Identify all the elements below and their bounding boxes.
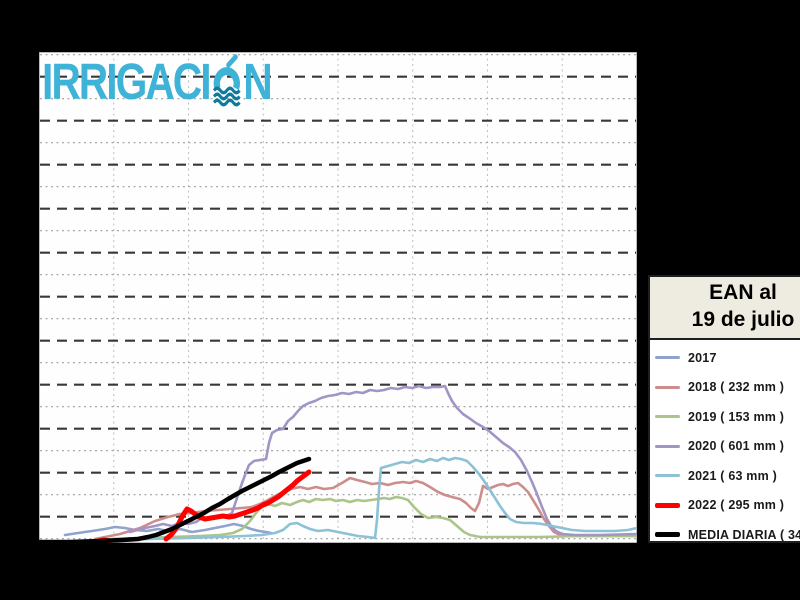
logo-o-acute-waves-icon [212, 54, 241, 107]
series-line-2019 [108, 495, 637, 541]
legend-swatch-line [655, 385, 680, 389]
logo-accent [225, 54, 238, 68]
legend-items: 2017 2018 ( 232 mm ) 2019 ( 153 mm ) 2020 (… [650, 340, 800, 550]
legend-swatch-line [655, 356, 680, 359]
legend-swatch-line [655, 444, 680, 448]
legend-swatch-line [655, 415, 680, 418]
legend-item-label: 2018 ( 232 mm ) [688, 380, 785, 394]
legend-item-label: MEDIA DIARIA ( 345 [688, 527, 800, 542]
series-line-media-diaria [39, 456, 312, 543]
irrigacion-logo: IRRIGACI N [42, 52, 273, 111]
legend-swatch-line [655, 502, 680, 508]
chart-svg [39, 52, 637, 543]
legend-item-2018: 2018 ( 232 mm ) [650, 372, 800, 402]
legend-item-2019: 2019 ( 153 mm ) [650, 402, 800, 432]
legend-item-label: 2019 ( 153 mm ) [688, 409, 785, 424]
legend-item-2017: 2017 [650, 343, 800, 373]
series-line-2018 [93, 476, 637, 541]
legend-item-2021: 2021 ( 63 mm ) [650, 461, 800, 491]
logo-text-after: N [243, 53, 272, 110]
legend-swatch-line [655, 474, 680, 477]
series-line-2021 [108, 456, 637, 542]
legend-title: EAN al 19 de julio [650, 277, 800, 340]
legend-item-2020: 2020 ( 601 mm ) [650, 431, 800, 461]
series-line-2017 [63, 522, 273, 537]
legend-item-label: 2020 ( 601 mm ) [688, 439, 785, 453]
legend-swatch-line [655, 532, 680, 537]
logo-text-before: IRRIGACI [42, 53, 212, 110]
series-line-2022 [163, 469, 312, 542]
legend-item-label: 2022 ( 295 mm ) [688, 498, 785, 512]
legend-title-line1: EAN al [709, 281, 777, 304]
legend-item-media: MEDIA DIARIA ( 345 [650, 520, 800, 550]
legend-item-label: 2017 [688, 350, 717, 365]
series-line-2020 [128, 384, 637, 537]
legend-item-label: 2021 ( 63 mm ) [688, 468, 777, 483]
logo-arc [213, 67, 240, 91]
chart-legend: EAN al 19 de julio 2017 2018 ( 232 mm ) 20… [648, 275, 800, 543]
legend-item-2022: 2022 ( 295 mm ) [650, 490, 800, 520]
legend-title-line2: 19 de julio [691, 307, 795, 331]
chart-plot-area [39, 52, 637, 543]
